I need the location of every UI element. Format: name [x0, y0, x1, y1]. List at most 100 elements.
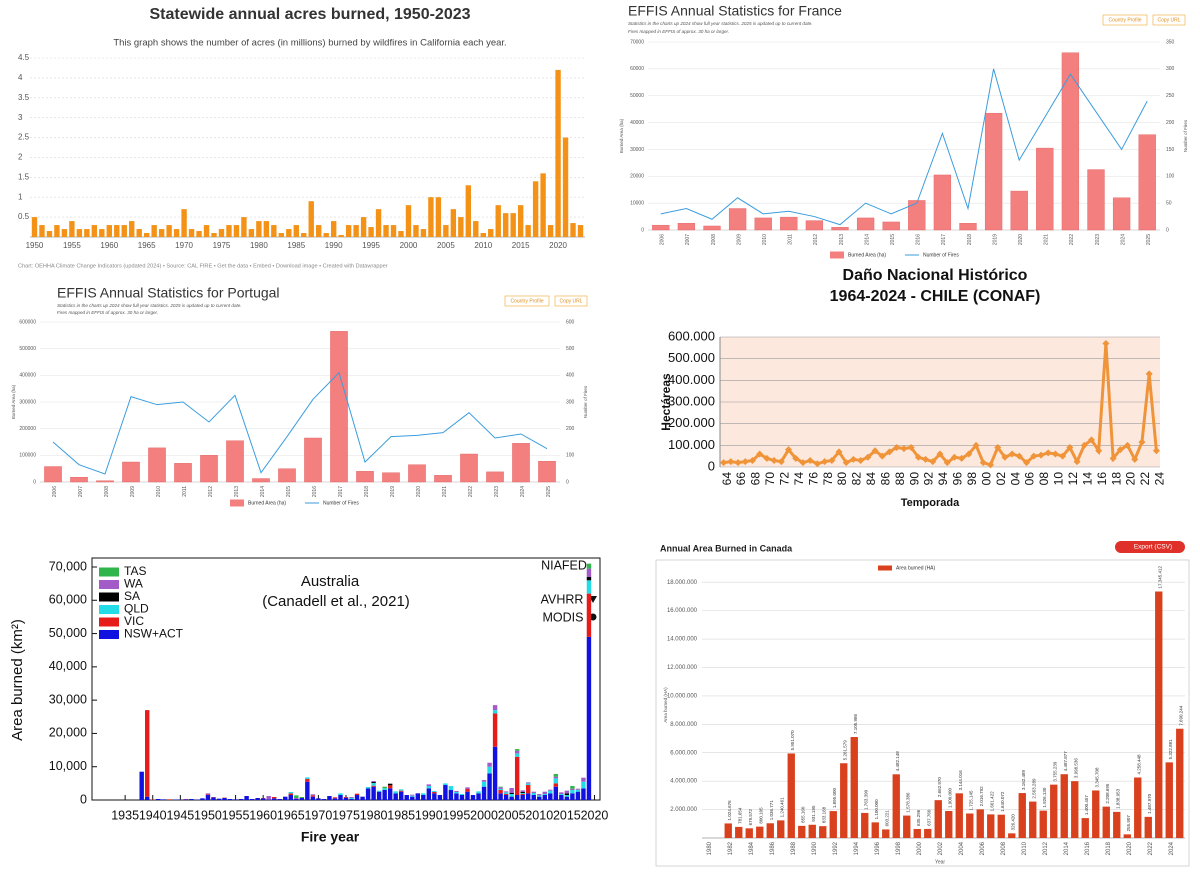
- legend-swatch: [99, 567, 119, 577]
- bar-segment: [454, 793, 459, 800]
- bar-segment: [410, 794, 415, 796]
- y-tick-label: 10,000: [49, 759, 87, 773]
- bar: [405, 205, 412, 237]
- bar: [780, 216, 798, 231]
- y2-tick-label: 200: [566, 426, 575, 432]
- bar-segment: [145, 796, 150, 800]
- bar-segment: [183, 799, 189, 800]
- marker: [756, 450, 764, 458]
- chart-title: EFFIS Annual Statistics for France: [628, 3, 842, 19]
- button[interactable]: [1115, 541, 1185, 553]
- bar-segment: [559, 794, 564, 796]
- button-label[interactable]: Country Profile: [1108, 17, 1141, 23]
- bar: [1176, 728, 1184, 838]
- y-tick-label: 100000: [19, 453, 36, 459]
- bar-segment: [503, 794, 509, 796]
- bar-segment: [343, 797, 349, 800]
- marker: [886, 448, 894, 456]
- bar: [934, 800, 942, 838]
- chart-note: Statistics in the charts up 2024 show fu…: [628, 21, 813, 26]
- y-tick-label: 70,000: [49, 559, 87, 573]
- marker: [821, 458, 829, 466]
- bar: [226, 440, 244, 483]
- x-tick-label: 1955: [63, 241, 81, 250]
- x-tick-label: 2006: [52, 486, 58, 497]
- value-label: 2.662.970: [937, 777, 942, 798]
- bar-segment: [476, 791, 481, 794]
- button[interactable]: [1102, 14, 1148, 26]
- legend-label: WA: [124, 577, 143, 591]
- value-label: 931.195: [811, 805, 816, 822]
- x-tick-label: 1984: [749, 841, 755, 855]
- bar-segment: [487, 766, 492, 774]
- bar-segment: [448, 786, 454, 791]
- x-tick-label: 04: [1008, 472, 1022, 486]
- button[interactable]: [554, 295, 588, 307]
- bar: [158, 229, 165, 237]
- button[interactable]: [1152, 14, 1186, 26]
- y-tick-label: 18.000.000: [667, 580, 698, 586]
- bar: [304, 437, 322, 483]
- marker: [1051, 450, 1059, 458]
- x-tick-label: 2014: [260, 486, 266, 497]
- x-tick-label: 1980: [250, 241, 268, 250]
- bar-segment: [349, 797, 354, 799]
- x-tick-label: 80: [835, 472, 849, 486]
- x-tick-label: 2022: [1148, 841, 1154, 855]
- y-tick-label: 50000: [630, 93, 644, 99]
- bar-segment: [531, 791, 536, 794]
- bar-segment: [432, 793, 437, 800]
- x-axis-title: Temporada: [901, 497, 960, 509]
- y-tick-label: 300000: [19, 399, 36, 405]
- bar: [143, 233, 150, 237]
- x-tick-label: 1965: [138, 241, 156, 250]
- bar-segment: [531, 793, 536, 796]
- x-tick-label: 2010: [156, 486, 162, 497]
- bar: [136, 229, 142, 237]
- bar: [323, 233, 329, 237]
- y-tick-label: 4: [18, 73, 23, 82]
- bar-segment: [509, 788, 514, 794]
- x-tick-label: 1975: [332, 808, 360, 822]
- button-label[interactable]: Copy URL: [1157, 17, 1180, 23]
- marker: [1015, 452, 1023, 460]
- x-tick-label: 84: [864, 472, 878, 486]
- x-tick-label: 22: [1138, 472, 1152, 486]
- value-label: 326.420: [1010, 814, 1015, 831]
- bar: [473, 221, 479, 237]
- x-tick-label: 06: [1023, 472, 1037, 486]
- button-label[interactable]: Copy URL: [559, 298, 582, 304]
- bar-segment: [432, 791, 437, 793]
- bar-segment: [520, 790, 525, 793]
- bar-segment: [503, 792, 509, 795]
- marker: [720, 459, 728, 467]
- x-tick-label: 2025: [1146, 234, 1152, 245]
- button[interactable]: [504, 295, 550, 307]
- marker: [943, 459, 951, 467]
- annotation-marker: [589, 613, 597, 621]
- x-tick-label: 2024: [1120, 234, 1126, 245]
- bar-segment: [387, 783, 393, 786]
- bar: [1092, 790, 1100, 838]
- y-tick-label: 16.000.000: [667, 608, 698, 614]
- value-label: 1.725.145: [968, 790, 973, 811]
- button-label[interactable]: Export (CSV): [1134, 544, 1172, 551]
- bar-segment: [520, 793, 525, 795]
- y2-tick-label: 150: [1166, 147, 1175, 153]
- bar: [99, 229, 105, 237]
- legend-swatch: [99, 617, 119, 627]
- bar-segment: [399, 789, 404, 791]
- legend-label: QLD: [124, 602, 149, 616]
- marker: [878, 452, 886, 460]
- x-tick-label: 2019: [992, 234, 998, 245]
- bar-segment: [581, 777, 586, 782]
- x-tick-label: 74: [792, 472, 806, 486]
- bar-segment: [376, 790, 382, 792]
- x-tick-label: 68: [749, 472, 763, 486]
- bar: [148, 447, 166, 483]
- button-label[interactable]: Country Profile: [510, 298, 543, 304]
- bar: [677, 223, 696, 231]
- bar-segment: [564, 793, 570, 796]
- chart-title: Annual Area Burned in Canada: [660, 543, 793, 553]
- x-tick-label: 2000: [400, 241, 418, 250]
